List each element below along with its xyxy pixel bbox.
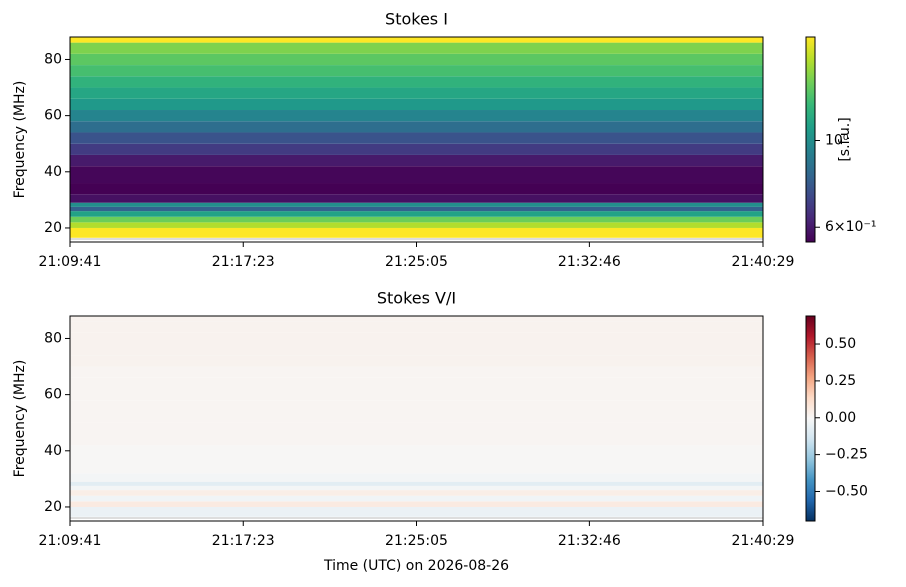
heatmap-band: [70, 400, 763, 412]
heatmap-band: [70, 121, 763, 133]
y-tick-label: 40: [44, 443, 62, 459]
heatmap-band: [70, 495, 763, 502]
panel-title: Stokes V/I: [377, 289, 456, 308]
heatmap-band: [70, 366, 763, 378]
colorbar-label: [s.f.u.]: [837, 117, 853, 161]
heatmap-band: [70, 321, 763, 333]
heatmap-band: [70, 143, 763, 155]
heatmap-band: [70, 389, 763, 401]
x-tick-label: 21:17:23: [212, 533, 275, 549]
heatmap-band: [70, 411, 763, 423]
y-tick-label: 60: [44, 387, 62, 403]
y-tick-label: 60: [44, 108, 62, 124]
y-tick-label: 80: [44, 51, 62, 67]
heatmap-band: [70, 211, 763, 217]
heatmap-band: [70, 216, 763, 223]
heatmap-band: [70, 332, 763, 345]
heatmap-band: [70, 490, 763, 496]
x-tick-label: 21:40:29: [732, 533, 795, 549]
colorbar-tick-label: 0.50: [825, 336, 856, 352]
heatmap-band: [70, 316, 763, 322]
x-tick-label: 21:40:29: [732, 254, 795, 270]
colorbar-tick-label: 0.00: [825, 410, 856, 426]
heatmap-band: [70, 433, 763, 446]
x-tick-label: 21:25:05: [385, 254, 448, 270]
y-tick-label: 80: [44, 330, 62, 346]
panel-title: Stokes I: [385, 10, 448, 29]
heatmap-band: [70, 355, 763, 367]
y-tick-label: 20: [44, 499, 62, 515]
heatmap-band: [70, 344, 763, 356]
heatmap-band: [70, 98, 763, 111]
heatmap-band: [70, 53, 763, 66]
heatmap-band: [70, 462, 763, 474]
x-tick-label: 21:09:41: [39, 254, 102, 270]
y-tick-label: 20: [44, 220, 62, 236]
x-tick-label: 21:32:46: [558, 254, 621, 270]
heatmap-band: [70, 227, 763, 238]
heatmap-band: [70, 222, 763, 228]
heatmap-band: [70, 132, 763, 144]
heatmap-band: [70, 154, 763, 167]
heatmap-band: [70, 87, 763, 99]
heatmap-band: [70, 206, 763, 212]
heatmap-band: [70, 445, 763, 463]
colorbar-tick-label: 6×10⁻¹: [825, 219, 876, 235]
colorbar-tick-label: 10⁰: [825, 133, 849, 149]
heatmap-band: [70, 76, 763, 88]
x-axis-label: Time (UTC) on 2026-08-26: [323, 558, 509, 574]
heatmap-band: [70, 422, 763, 434]
x-tick-label: 21:25:05: [385, 533, 448, 549]
colorbar-tick-label: −0.25: [825, 447, 868, 463]
heatmap-band: [70, 110, 763, 122]
y-axis-label: Frequency (MHz): [12, 360, 28, 478]
heatmap-band: [70, 37, 763, 43]
x-tick-label: 21:32:46: [558, 533, 621, 549]
heatmap-band: [70, 377, 763, 390]
x-tick-label: 21:17:23: [212, 254, 275, 270]
heatmap-band: [70, 501, 763, 507]
x-tick-label: 21:09:41: [39, 533, 102, 549]
heatmap-band: [70, 485, 763, 491]
colorbar-tick-label: −0.50: [825, 484, 868, 500]
heatmap-band: [70, 481, 763, 486]
colorbar: [805, 36, 816, 243]
heatmap-band: [70, 194, 763, 203]
y-axis-label: Frequency (MHz): [12, 81, 28, 199]
heatmap-band: [70, 166, 763, 184]
heatmap-band: [70, 202, 763, 207]
heatmap-band: [70, 506, 763, 517]
heatmap-band: [70, 42, 763, 54]
heatmap-band: [70, 65, 763, 77]
colorbar-tick-label: 0.25: [825, 373, 856, 389]
heatmap-band: [70, 473, 763, 482]
y-tick-label: 40: [44, 164, 62, 180]
heatmap-band: [70, 183, 763, 195]
colorbar: [805, 315, 816, 522]
